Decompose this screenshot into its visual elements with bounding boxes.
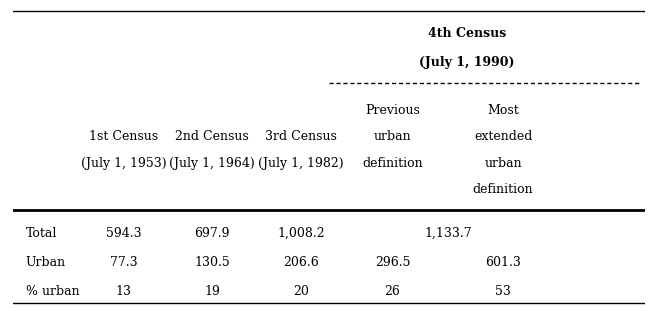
Text: % urban: % urban	[25, 285, 80, 299]
Text: (July 1, 1964): (July 1, 1964)	[170, 157, 255, 170]
Text: 26: 26	[385, 285, 400, 299]
Text: 77.3: 77.3	[110, 256, 138, 269]
Text: (July 1, 1990): (July 1, 1990)	[419, 56, 514, 69]
Text: 2nd Census: 2nd Census	[175, 130, 249, 143]
Text: 697.9: 697.9	[194, 227, 230, 240]
Text: 4th Census: 4th Census	[428, 27, 506, 40]
Text: extended: extended	[474, 130, 533, 143]
Text: 20: 20	[293, 285, 309, 299]
Text: Urban: Urban	[25, 256, 66, 269]
Text: 3rd Census: 3rd Census	[265, 130, 336, 143]
Text: 1,133.7: 1,133.7	[424, 227, 472, 240]
Text: 601.3: 601.3	[485, 256, 521, 269]
Text: 130.5: 130.5	[194, 256, 230, 269]
Text: Previous: Previous	[365, 104, 420, 117]
Text: definition: definition	[363, 157, 422, 170]
Text: definition: definition	[473, 183, 533, 196]
Text: 594.3: 594.3	[106, 227, 141, 240]
Text: 13: 13	[115, 285, 132, 299]
Text: 296.5: 296.5	[375, 256, 410, 269]
Text: 1,008.2: 1,008.2	[277, 227, 325, 240]
Text: Total: Total	[25, 227, 57, 240]
Text: (July 1, 1982): (July 1, 1982)	[258, 157, 344, 170]
Text: 206.6: 206.6	[283, 256, 319, 269]
Text: 1st Census: 1st Census	[89, 130, 158, 143]
Text: urban: urban	[374, 130, 411, 143]
Text: 53: 53	[496, 285, 511, 299]
Text: 19: 19	[204, 285, 220, 299]
Text: (July 1, 1953): (July 1, 1953)	[81, 157, 166, 170]
Text: urban: urban	[484, 157, 522, 170]
Text: Most: Most	[487, 104, 519, 117]
